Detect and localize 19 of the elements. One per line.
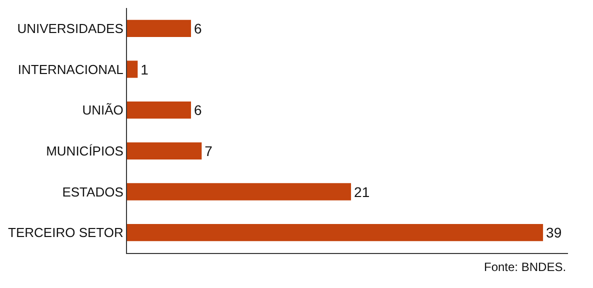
y-tick-label: ESTADOS — [62, 184, 124, 200]
data-label: 21 — [354, 184, 370, 200]
data-label: 1 — [140, 61, 149, 78]
bar — [127, 142, 202, 160]
y-tick-label: UNIÃO — [82, 102, 124, 118]
y-tick-label: TERCEIRO SETOR — [8, 225, 124, 240]
data-label: 39 — [546, 224, 562, 241]
y-tick-label: UNIVERSIDADES — [17, 20, 124, 36]
source-note: Fonte: BNDES. — [484, 260, 566, 274]
data-label: 6 — [194, 20, 202, 36]
data-label: 6 — [194, 102, 202, 118]
y-tick-label: INTERNACIONAL — [18, 62, 124, 77]
bar — [127, 60, 138, 78]
bar — [127, 183, 352, 200]
bar — [127, 102, 192, 119]
bar — [127, 224, 544, 242]
bar — [127, 20, 192, 37]
y-tick-label: MUNICÍPIOS — [46, 143, 124, 158]
data-label: 7 — [204, 142, 213, 159]
